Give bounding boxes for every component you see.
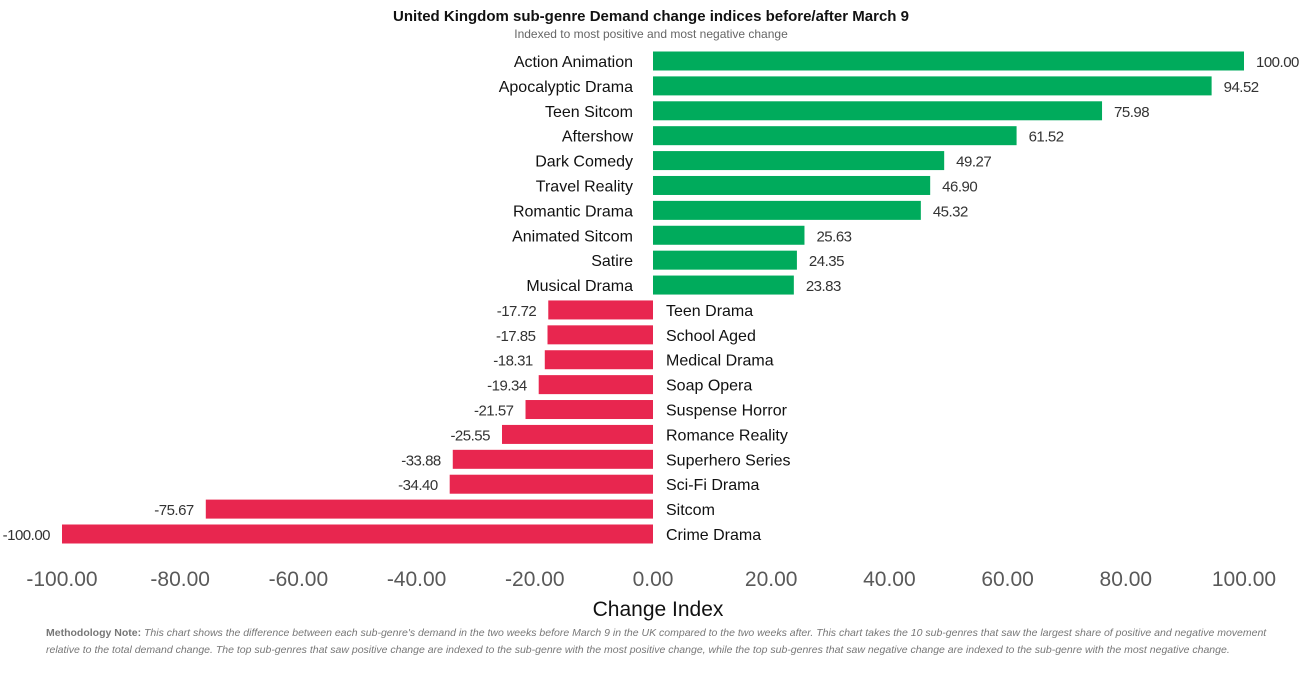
x-tick-label: 20.00 <box>745 568 798 591</box>
x-tick-label: -80.00 <box>150 568 210 591</box>
x-tick-label: -100.00 <box>26 568 97 591</box>
bar-sci-fi-drama <box>449 474 653 494</box>
methodology-note-label: Methodology Note: <box>46 627 142 639</box>
category-label: Animated Sitcom <box>512 228 633 245</box>
value-label: 24.35 <box>809 253 844 270</box>
category-label: Travel Reality <box>536 178 633 195</box>
bar-romantic-drama <box>653 200 921 220</box>
x-tick-label: 60.00 <box>981 568 1034 591</box>
category-label: Action Animation <box>514 54 633 71</box>
x-tick-label: -40.00 <box>387 568 447 591</box>
category-label: Teen Sitcom <box>545 104 633 121</box>
bar-action-animation <box>653 51 1244 71</box>
bar-suspense-horror <box>525 400 653 420</box>
value-label: 49.27 <box>956 154 991 171</box>
value-label: 23.83 <box>806 278 841 295</box>
bar-school-aged <box>547 325 653 345</box>
category-label: Medical Drama <box>666 353 774 370</box>
value-label: 94.52 <box>1224 79 1259 96</box>
methodology-note: Methodology Note: This chart shows the d… <box>46 625 1276 659</box>
x-tick-label: -60.00 <box>269 568 329 591</box>
chart-title: United Kingdom sub-genre Demand change i… <box>393 8 909 25</box>
value-label: -75.67 <box>154 502 194 519</box>
bar-satire <box>653 250 797 270</box>
category-label: Teen Drama <box>666 303 753 320</box>
value-label: -17.85 <box>496 328 536 345</box>
x-axis-ticks: -100.00 -80.00 -60.00 -40.00 -20.00 0.00 20.00… <box>26 568 1276 591</box>
category-label: Superhero Series <box>666 452 791 469</box>
category-label: Soap Opera <box>666 378 752 395</box>
bar-aftershow <box>653 126 1017 146</box>
bars-layer: Action Animation 100.00 Apocalyptic Drama 9… <box>3 51 1300 544</box>
category-label: Satire <box>591 253 633 270</box>
bar-sitcom <box>205 499 654 519</box>
category-label: Suspense Horror <box>666 403 788 420</box>
bar-soap-opera <box>538 375 653 395</box>
value-label: -100.00 <box>3 527 51 544</box>
bar-travel-reality <box>653 175 931 195</box>
bar-apocalyptic-drama <box>653 76 1212 96</box>
value-label: -19.34 <box>487 378 527 395</box>
bar-medical-drama <box>544 350 653 370</box>
bar-crime-drama <box>62 524 653 544</box>
bar-superhero-series <box>452 449 653 469</box>
x-tick-label: -20.00 <box>505 568 565 591</box>
methodology-note-text: This chart shows the difference between … <box>46 627 1267 656</box>
category-label: Aftershow <box>562 129 634 146</box>
category-label: Crime Drama <box>666 527 761 544</box>
value-label: 46.90 <box>942 178 977 195</box>
value-label: 45.32 <box>933 203 968 220</box>
category-label: Romance Reality <box>666 427 788 444</box>
x-tick-label: 80.00 <box>1100 568 1153 591</box>
value-label: 61.52 <box>1029 129 1064 146</box>
category-label: Apocalyptic Drama <box>499 79 633 96</box>
x-tick-label: 40.00 <box>863 568 916 591</box>
value-label: 100.00 <box>1256 54 1299 71</box>
x-tick-label: 0.00 <box>633 568 674 591</box>
x-tick-label: 100.00 <box>1212 568 1276 591</box>
bar-teen-drama <box>548 300 653 320</box>
value-label: -25.55 <box>450 427 490 444</box>
value-label: -34.40 <box>398 477 438 494</box>
category-label: Musical Drama <box>526 278 633 295</box>
category-label: Sci-Fi Drama <box>666 477 759 494</box>
x-axis-title: Change Index <box>593 598 724 621</box>
category-label: Dark Comedy <box>535 154 633 171</box>
bar-dark-comedy <box>653 151 945 171</box>
chart-subtitle: Indexed to most positive and most negati… <box>514 27 788 41</box>
category-label: Romantic Drama <box>513 203 633 220</box>
value-label: 25.63 <box>816 228 851 245</box>
bar-animated-sitcom <box>653 225 805 245</box>
category-label: School Aged <box>666 328 756 345</box>
category-label: Sitcom <box>666 502 715 519</box>
bar-musical-drama <box>653 275 794 295</box>
bar-romance-reality <box>501 424 653 444</box>
value-label: 75.98 <box>1114 104 1149 121</box>
value-label: -21.57 <box>474 403 514 420</box>
value-label: -17.72 <box>497 303 537 320</box>
bar-teen-sitcom <box>653 101 1103 121</box>
value-label: -33.88 <box>401 452 441 469</box>
value-label: -18.31 <box>493 353 533 370</box>
